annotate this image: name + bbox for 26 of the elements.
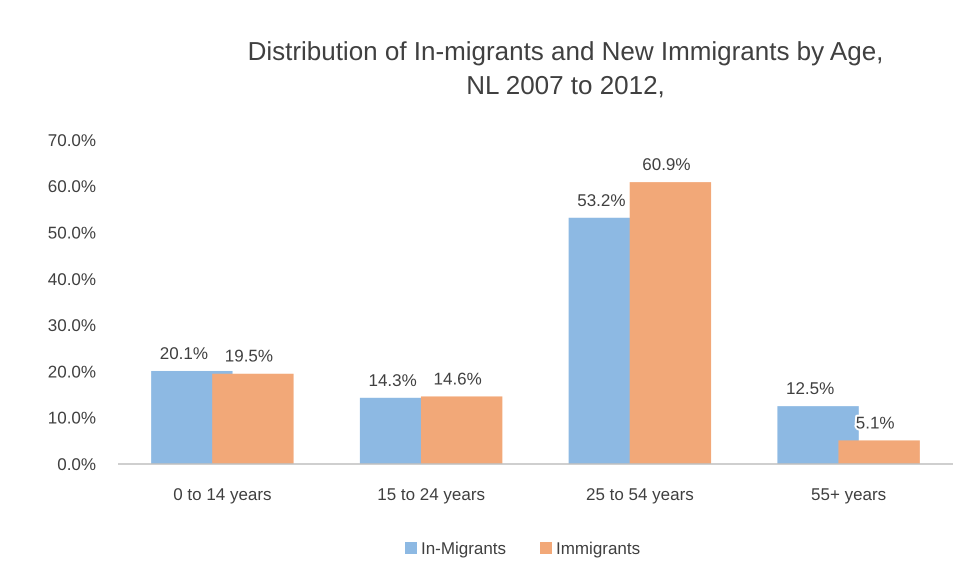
legend-label: Immigrants [556, 538, 640, 558]
data-label: 60.9% [642, 155, 691, 174]
x-tick-label: 15 to 24 years [377, 485, 485, 504]
y-tick-label: 20.0% [48, 362, 96, 382]
chart-title: Distribution of In-migrants and New Immigrants by Age, NL 2007 to 2012, [248, 36, 884, 100]
bar [838, 440, 920, 464]
data-label: 53.2% [577, 190, 626, 210]
data-label: 12.5% [786, 379, 834, 398]
y-tick-label: 70.0% [48, 130, 96, 150]
x-tick-label: 0 to 14 years [173, 485, 272, 504]
x-tick-label: 55+ years [811, 485, 886, 504]
y-tick-label: 40.0% [48, 270, 96, 289]
x-tick-label: 25 to 54 years [586, 485, 694, 504]
data-label: 19.5% [224, 346, 274, 366]
bar [420, 396, 502, 464]
data-label: 14.6% [434, 369, 482, 388]
y-tick-label: 30.0% [48, 316, 96, 336]
bar [630, 182, 712, 464]
y-tick-label: 0.0% [57, 454, 96, 474]
data-label: 14.3% [368, 370, 417, 390]
y-tick-label: 50.0% [48, 224, 96, 243]
y-tick-label: 60.0% [48, 177, 96, 196]
y-tick-label: 10.0% [48, 408, 96, 428]
bar [212, 374, 294, 464]
data-label: 20.1% [160, 344, 208, 363]
legend-label: In-Migrants [421, 538, 506, 558]
